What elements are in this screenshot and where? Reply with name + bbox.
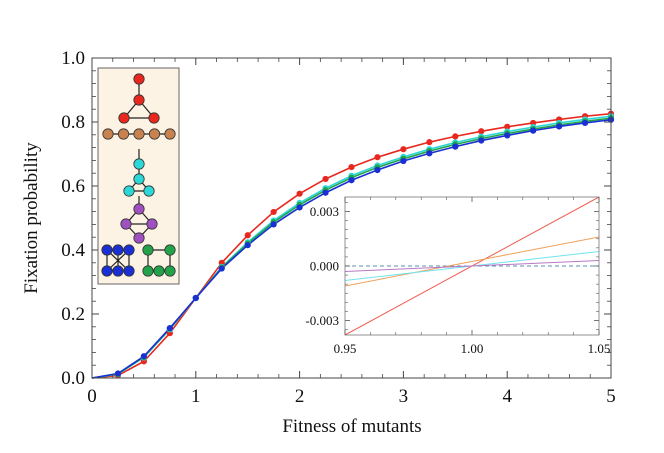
series-point-blue	[581, 119, 589, 127]
path-graph-node	[148, 128, 161, 140]
x-tick-label: 4	[502, 386, 512, 407]
triangle-tail-node	[133, 94, 145, 106]
triangle-tail-node	[133, 73, 145, 85]
triangle-tail-node	[118, 112, 130, 124]
inset-line-orange	[345, 236, 599, 287]
y-tick-label: 0.6	[61, 176, 85, 197]
series-point-blue	[270, 221, 277, 228]
series-point-blue	[166, 324, 173, 332]
cross-graph-node	[101, 265, 113, 277]
grid-graph-node	[153, 265, 165, 277]
y-tick-label: 0.8	[61, 112, 85, 133]
series-point-red	[348, 164, 355, 171]
inset-x-tick-label: 1.05	[588, 341, 611, 356]
series-point-blue	[530, 127, 537, 134]
series-point-red	[504, 123, 511, 130]
tail-triangle-node	[133, 158, 145, 170]
cross-graph-node	[112, 265, 124, 277]
x-tick-label: 1	[191, 386, 201, 407]
grid-graph-node	[142, 265, 154, 277]
tail-triangle-node	[123, 185, 135, 197]
series-point-blue	[478, 137, 485, 144]
inset-y-tick-label: 0.000	[310, 259, 339, 274]
diamond-graph-node	[133, 232, 145, 244]
series-point-red	[270, 208, 277, 216]
series-point-red	[244, 232, 251, 239]
series-point-blue	[140, 353, 147, 360]
y-axis-label: Fixation probability	[21, 142, 42, 294]
path-graph-node	[133, 128, 145, 140]
diamond-graph-node	[120, 218, 132, 230]
inset-zoom-panel: 0.95 1.00 1.05 -0.003 0.000 0.003	[305, 196, 611, 356]
diamond-graph-node	[146, 218, 158, 230]
inset-x-tick-label: 1.00	[461, 341, 484, 356]
series-point-blue	[374, 166, 381, 174]
x-tick-label: 5	[606, 386, 616, 407]
series-point-red	[296, 190, 303, 197]
tail-triangle-node	[143, 185, 155, 197]
x-axis-label: Fitness of mutants	[282, 416, 421, 437]
series-point-red	[452, 133, 459, 140]
x-tick-label: 3	[399, 386, 409, 407]
series-point-blue	[296, 204, 303, 211]
series-point-blue	[244, 242, 251, 249]
series-point-blue	[322, 189, 329, 196]
cross-graph-node	[123, 244, 135, 256]
legend-box	[97, 67, 180, 285]
series-point-blue	[504, 132, 511, 139]
y-tick-label: 0.2	[61, 304, 85, 325]
series-point-red	[400, 146, 407, 153]
triangle-tail-node	[148, 112, 160, 124]
x-tick-label: 0	[87, 386, 97, 407]
series-point-blue	[114, 370, 122, 377]
series-point-blue	[452, 143, 459, 150]
series-point-red	[322, 175, 329, 183]
path-graph-node	[117, 128, 130, 140]
plot-frame	[91, 57, 612, 379]
cross-graph-node	[112, 244, 124, 256]
series-point-blue	[218, 265, 225, 272]
path-graph-node	[102, 128, 114, 140]
y-tick-label: 0.0	[61, 368, 85, 389]
tail-triangle-node	[133, 173, 145, 185]
series-point-blue	[348, 177, 355, 184]
grid-graph-node	[164, 265, 176, 277]
series-point-blue	[556, 123, 563, 130]
series-point-red	[426, 139, 433, 146]
y-tick-label: 0.4	[61, 240, 85, 261]
main-series-points	[114, 110, 615, 379]
series-point-blue	[192, 294, 199, 302]
grid-graph-node	[142, 244, 154, 256]
diamond-graph-node	[133, 203, 145, 215]
path-graph-node	[164, 128, 176, 140]
inset-x-tick-label: 0.95	[334, 341, 357, 356]
main-axis-ticks: 0 1 2 3 4 5 0.0 0.2 0.4 0.6 0.8 1.0	[61, 48, 616, 407]
series-point-red	[374, 154, 381, 161]
inset-line-purple	[345, 260, 599, 272]
series-point-blue	[400, 157, 407, 165]
inset-y-tick-label: 0.003	[310, 204, 339, 219]
grid-graph-node	[164, 244, 176, 256]
x-tick-label: 2	[295, 386, 305, 407]
series-point-red	[478, 128, 485, 135]
series-point-blue	[426, 150, 433, 157]
inset-lines	[345, 197, 599, 335]
inset-y-tick-label: -0.003	[305, 313, 339, 328]
cross-graph-node	[123, 265, 135, 277]
y-tick-label: 1.0	[61, 48, 85, 69]
cross-graph-node	[101, 244, 113, 256]
